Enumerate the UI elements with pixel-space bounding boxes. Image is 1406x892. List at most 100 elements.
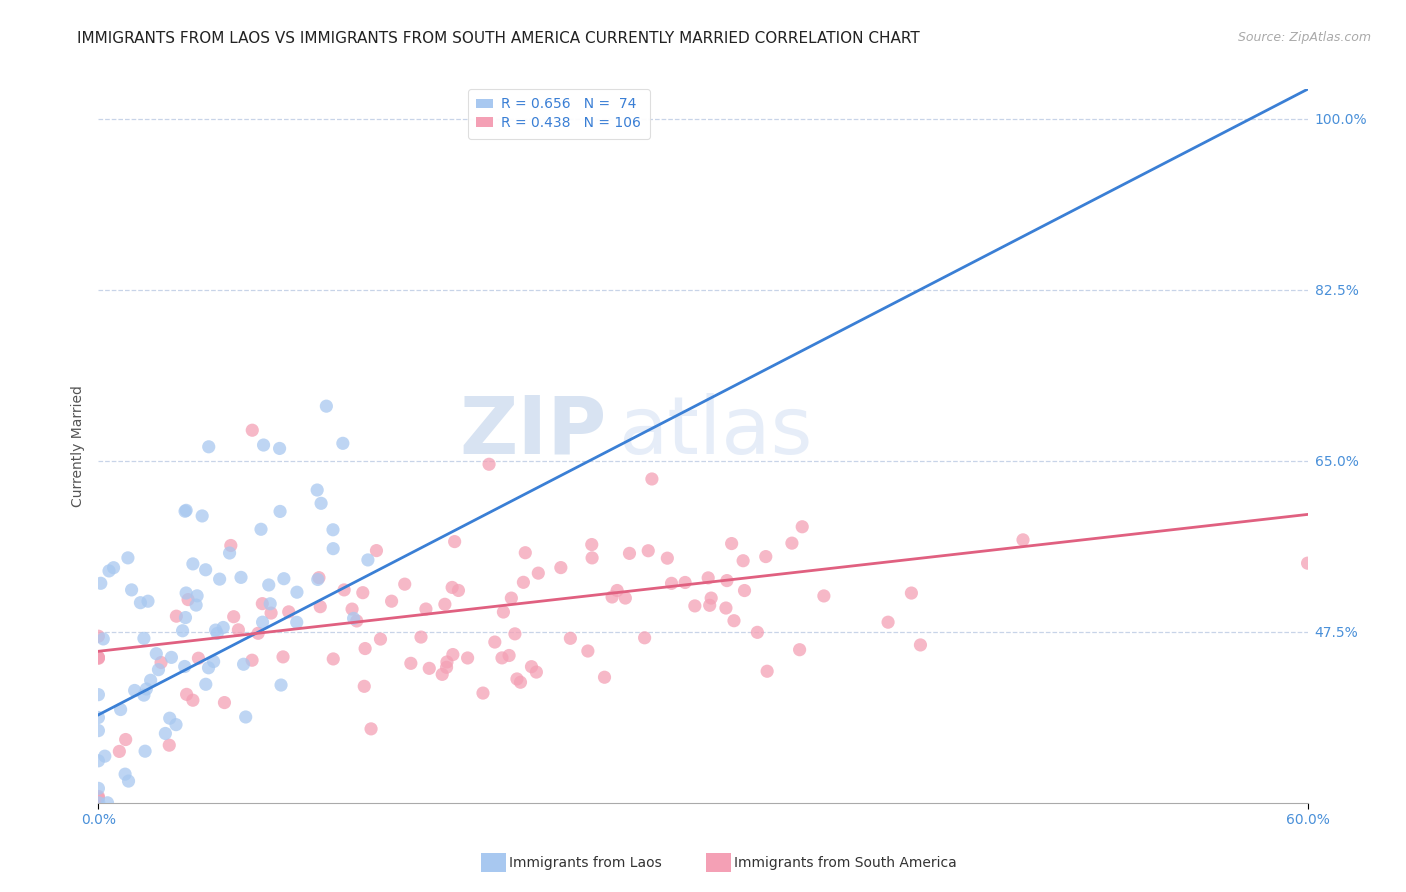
Point [117,550,139,565]
Point [443,534,465,549]
Point [132,632,155,646]
Point [132,688,155,702]
Point [87,651,110,665]
Point [734,583,756,598]
Point [91,632,114,646]
Point [285,585,308,599]
Point [271,649,294,664]
Point [270,678,292,692]
Point [150,656,173,670]
Point [673,575,696,590]
Point [277,605,299,619]
Point [581,550,603,565]
Point [503,627,526,641]
Point [633,631,655,645]
Point [87,796,110,810]
Point [197,440,219,454]
Point [174,586,197,600]
Point [247,626,270,640]
Point [257,578,280,592]
Point [614,591,637,605]
Point [492,605,515,619]
Point [560,632,582,646]
Point [108,744,131,758]
Point [394,577,416,591]
Point [593,670,616,684]
Point [309,599,332,614]
Point [353,679,375,693]
Point [520,659,543,673]
Point [219,539,242,553]
Point [212,620,235,634]
Point [176,687,198,701]
Point [174,503,197,517]
Point [900,586,922,600]
Point [269,504,291,518]
Point [250,522,273,536]
Point [415,602,437,616]
Point [309,496,332,510]
Point [366,543,388,558]
Point [114,732,136,747]
Point [181,693,204,707]
Point [194,677,217,691]
Point [260,606,283,620]
Point [478,457,501,471]
Point [139,673,162,688]
Point [134,744,156,758]
Point [218,546,240,560]
Point [789,642,811,657]
Point [352,585,374,599]
Point [87,781,110,796]
Point [90,576,112,591]
Point [600,590,623,604]
Point [346,614,368,628]
Point [716,574,738,588]
Point [418,661,440,675]
Point [714,601,737,615]
Point [129,596,152,610]
Point [87,650,110,665]
Text: Source: ZipAtlas.com: Source: ZipAtlas.com [1237,31,1371,45]
Point [792,520,814,534]
Point [637,543,659,558]
Point [501,591,523,606]
Point [527,566,550,581]
Point [683,599,706,613]
Point [204,623,226,637]
Point [184,598,207,612]
Point [159,711,181,725]
Point [354,641,377,656]
Point [87,791,110,805]
Point [187,651,209,665]
Point [322,523,344,537]
Point [472,686,495,700]
Point [491,651,513,665]
Point [436,660,458,674]
Point [174,610,197,624]
Point [720,536,742,550]
Point [515,546,537,560]
Point [87,710,110,724]
Y-axis label: Currently Married: Currently Married [70,385,84,507]
Point [432,667,454,681]
Point [157,738,180,752]
Point [506,672,529,686]
Point [877,615,900,630]
Point [756,665,779,679]
Point [87,688,110,702]
Point [550,560,572,574]
Point [733,554,755,568]
Point [232,657,254,672]
Point [202,655,225,669]
Point [160,650,183,665]
Point [117,774,139,789]
Point [700,591,723,606]
Text: atlas: atlas [619,392,813,471]
Point [252,597,274,611]
Point [747,625,769,640]
Point [581,537,603,551]
Point [173,659,195,673]
Point [87,629,110,643]
Point [114,767,136,781]
